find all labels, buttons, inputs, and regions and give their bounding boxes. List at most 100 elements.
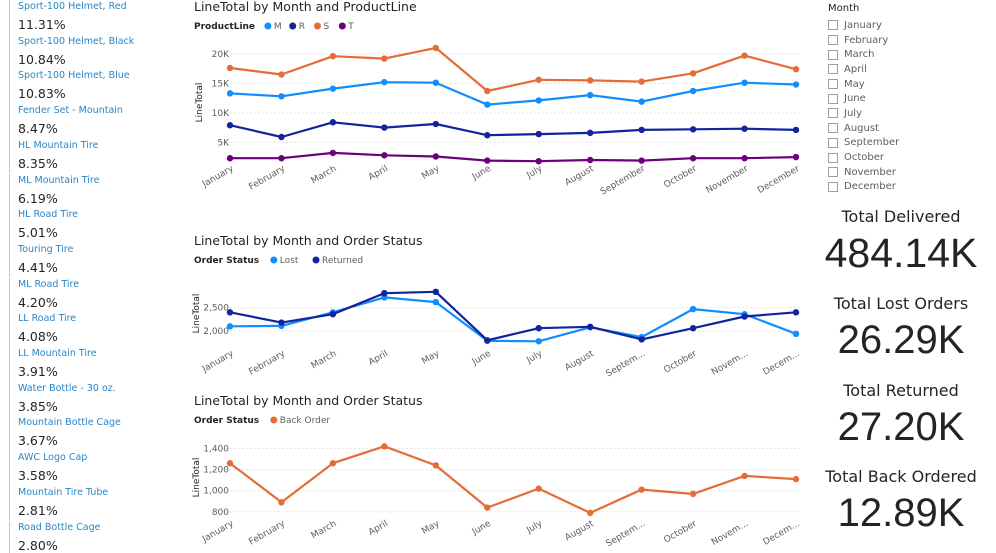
data-point [638,126,645,134]
data-point [432,79,440,86]
x-tick-label: March [310,519,339,541]
x-tick-label: Septem... [605,349,648,379]
product-percentage-value: 3.58% [18,468,58,484]
product-percentage-value: 8.47% [18,121,58,137]
data-point [484,87,491,95]
data-point [792,65,800,73]
legend-label: Back Order [280,416,331,426]
data-point [329,85,337,92]
data-point [484,337,491,344]
data-point [689,325,697,332]
data-point [689,490,697,498]
y-tick-label: 10K [212,109,230,119]
slicer-item-august[interactable]: August [828,121,988,136]
month-slicer: Month January February March April May June Ju… [828,2,988,194]
data-point [226,460,234,467]
slicer-title: Month [828,3,860,14]
y-axis-title: LineTotal [192,458,202,498]
product-percentage-value: 4.20% [18,294,58,310]
product-list-item: ML Road Tire 4.20% [9,277,180,313]
slicer-item-november[interactable]: November [828,165,988,180]
data-point [329,149,337,157]
legend-marker-r [289,22,297,30]
checkbox-icon[interactable] [828,152,838,163]
legend-label: S [324,22,330,32]
checkbox-icon[interactable] [828,20,838,31]
checkbox-icon[interactable] [828,123,838,134]
data-point [741,472,748,480]
product-list-item: Sport-100 Helmet, Red 11.31% [9,0,180,35]
data-point [381,124,388,131]
checkbox-icon[interactable] [828,35,838,46]
data-point [432,462,440,469]
checkbox-icon[interactable] [828,79,838,90]
data-point [226,309,234,316]
data-point [432,44,440,52]
product-percentage-list: Sport-100 Helmet, Red 11.31% Sport-100 Hel… [0,0,185,553]
product-percentage-value: 4.41% [18,259,58,275]
checkbox-icon[interactable] [828,64,838,75]
data-point [226,64,234,72]
slicer-item-may[interactable]: May [828,77,988,92]
slicer-item-october[interactable]: October [828,150,988,165]
data-point [278,71,285,78]
y-tick-label: 5K [217,138,230,148]
slicer-item-april[interactable]: April [828,62,988,77]
checkbox-icon[interactable] [828,49,838,60]
x-tick-label: February [247,164,287,193]
checkbox-icon[interactable] [828,181,838,192]
checkbox-icon[interactable] [828,167,838,178]
slicer-item-february[interactable]: February [828,33,988,48]
checkbox-icon[interactable] [828,93,838,104]
slicer-item-june[interactable]: June [828,91,988,106]
data-point [792,153,800,161]
legend-marker-back-order [270,416,278,424]
data-point [432,120,440,128]
slicer-item-january[interactable]: January [828,18,988,33]
slicer-item-july[interactable]: July [828,106,988,121]
data-point [278,499,285,506]
data-point [329,53,337,60]
series-line-t [230,151,797,163]
x-tick-label: April [367,349,390,368]
product-name-label: Mountain Bottle Cage [18,417,121,429]
product-list-item: Mountain Bottle Cage 3.67% [9,416,180,451]
legend-title: ProductLine [194,22,255,32]
card-value: 484.14K [824,230,978,276]
x-tick-label: August [563,164,596,189]
series-line-back-order [229,445,797,515]
slicer-item-label: January [844,19,882,31]
x-tick-label: April [367,519,390,538]
slicer-item-september[interactable]: September [828,136,988,151]
legend-label: M [274,22,282,32]
product-name-label: Road Bottle Cage [18,521,101,533]
card-value: 27.20K [837,405,965,449]
slicer-item-label: December [844,181,896,193]
checkbox-icon[interactable] [828,108,838,119]
card-label: Total Back Ordered [825,467,977,486]
data-point [586,323,594,330]
product-percentage-value: 10.84% [18,51,66,67]
x-tick-label: January [200,519,236,546]
product-name-label: Sport-100 Helmet, Blue [18,70,130,82]
data-point [535,76,542,83]
product-list-item: ML Mountain Tire 6.19% [9,173,180,209]
product-name-label: Water Bottle - 30 oz. [18,382,116,394]
data-point [792,330,800,337]
product-list-item: Sport-100 Helmet, Blue 10.83% [9,69,180,104]
product-name-label: Sport-100 Helmet, Red [18,1,127,12]
data-point [381,290,388,297]
chart-title: LineTotal by Month and Order Status [194,393,423,408]
product-list-item: AWC Logo Cap 3.58% [9,451,180,486]
data-point [329,460,337,467]
legend-title: Order Status [194,256,259,266]
slicer-item-march[interactable]: March [828,47,988,62]
card-label: Total Delivered [841,207,961,226]
checkbox-icon[interactable] [828,137,838,148]
data-point [638,336,645,343]
data-point [535,157,542,165]
x-tick-label: January [200,164,236,191]
legend-title: Order Status [194,416,259,426]
slicer-item-december[interactable]: December [828,180,988,195]
data-point [226,323,234,330]
